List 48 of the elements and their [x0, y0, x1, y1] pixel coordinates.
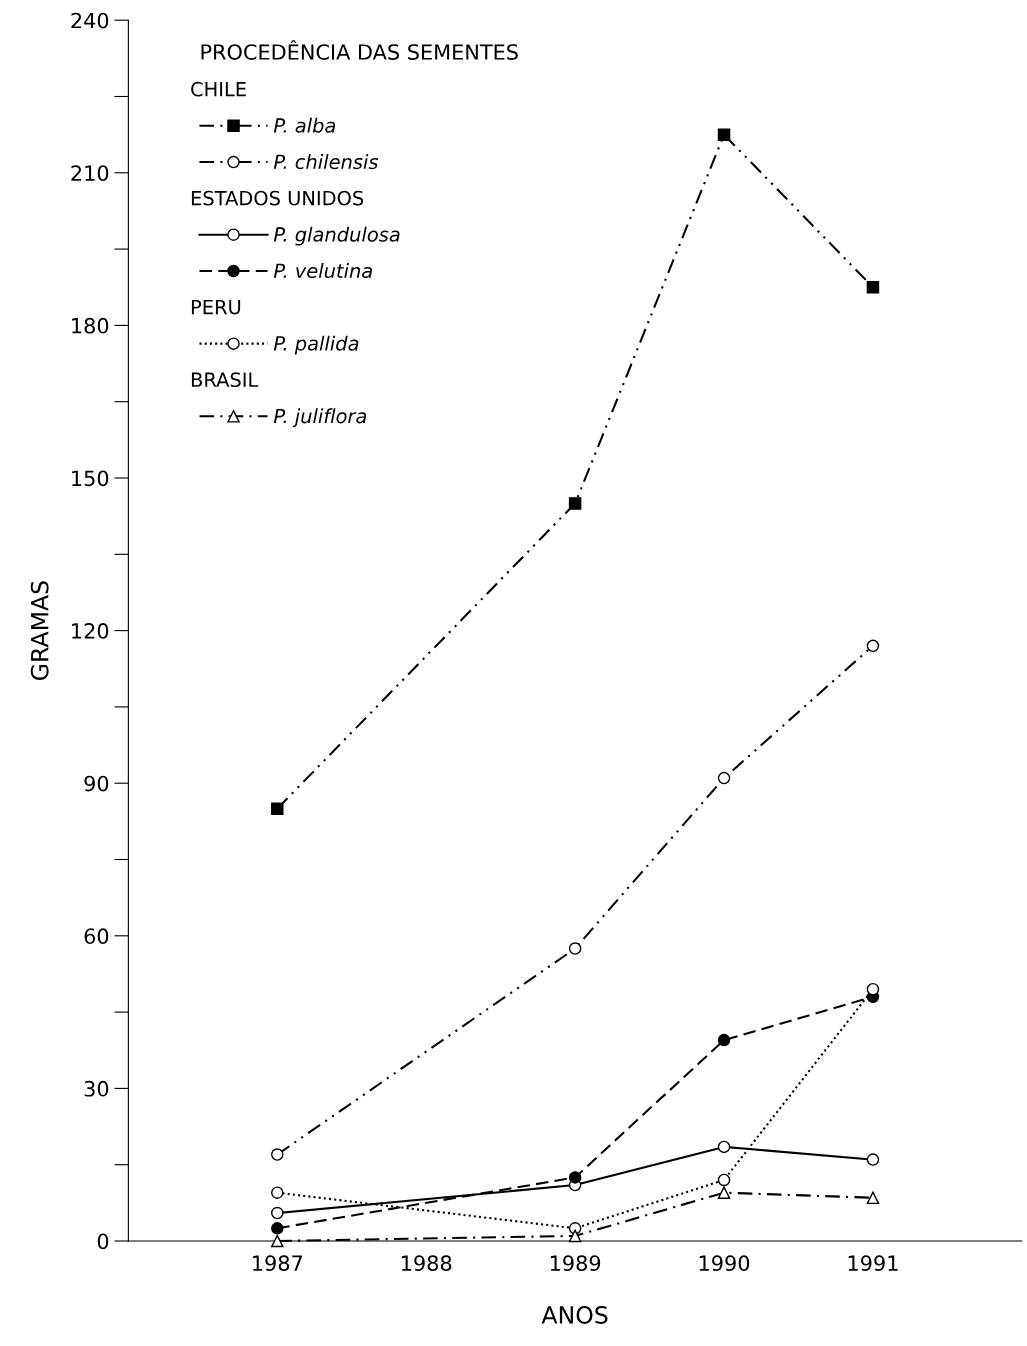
y-axis-title: GRAMAS: [30, 581, 49, 680]
point: [568, 942, 582, 955]
y-tick-label: 120: [72, 623, 109, 639]
point: [717, 771, 731, 785]
y-tick-label: 240: [71, 12, 109, 29]
annotation: ESTADOS UNIDOS: [191, 190, 364, 206]
point: [271, 1234, 284, 1248]
annotation: PERU: [191, 299, 241, 315]
x-tick-label: 1991: [848, 1255, 898, 1272]
legend-label: P. glandulosa: [273, 226, 400, 246]
point: [717, 1140, 731, 1154]
point: [866, 1191, 880, 1205]
y-tick-label: 30: [84, 1080, 109, 1097]
point: [866, 639, 880, 653]
legend-label: P. pallida: [273, 335, 359, 355]
x-tick-label: 1987: [253, 1255, 303, 1272]
annotation: CHILE: [191, 81, 246, 97]
x-tick-label: 1988: [401, 1255, 452, 1272]
y-tick-label: 210: [71, 165, 109, 181]
y-tick-label: 0: [97, 1233, 109, 1250]
point: [271, 1222, 284, 1235]
point: [717, 1173, 731, 1187]
point: [271, 1206, 284, 1220]
point: [568, 1229, 582, 1243]
point: [866, 1153, 880, 1166]
y-tick-label: 180: [72, 317, 109, 334]
legend-label: P. velutina: [273, 263, 372, 279]
point: [271, 1148, 284, 1161]
legend-title: PROCEDÊNCIA DAS SEMENTES: [201, 40, 518, 60]
point: [717, 128, 731, 141]
point: [866, 280, 880, 294]
y-tick-label: 150: [72, 470, 109, 487]
x-axis-title: ANOS: [541, 1306, 608, 1324]
point: [717, 1033, 731, 1047]
point: [717, 1186, 731, 1199]
y-tick-label: 60: [84, 928, 109, 945]
x-tick-label: 1990: [699, 1255, 750, 1272]
legend-label: P. juliflora: [273, 408, 367, 428]
x-tick-label: 1989: [550, 1255, 601, 1272]
point: [271, 1186, 284, 1199]
y-tick-label: 90: [84, 775, 109, 792]
point: [271, 802, 284, 815]
point: [568, 1171, 582, 1184]
point: [866, 982, 880, 996]
annotation: BRASIL: [191, 372, 259, 388]
legend-label: P. alba: [273, 117, 336, 133]
point: [568, 497, 582, 510]
legend-label: P. chilensis: [273, 154, 379, 170]
